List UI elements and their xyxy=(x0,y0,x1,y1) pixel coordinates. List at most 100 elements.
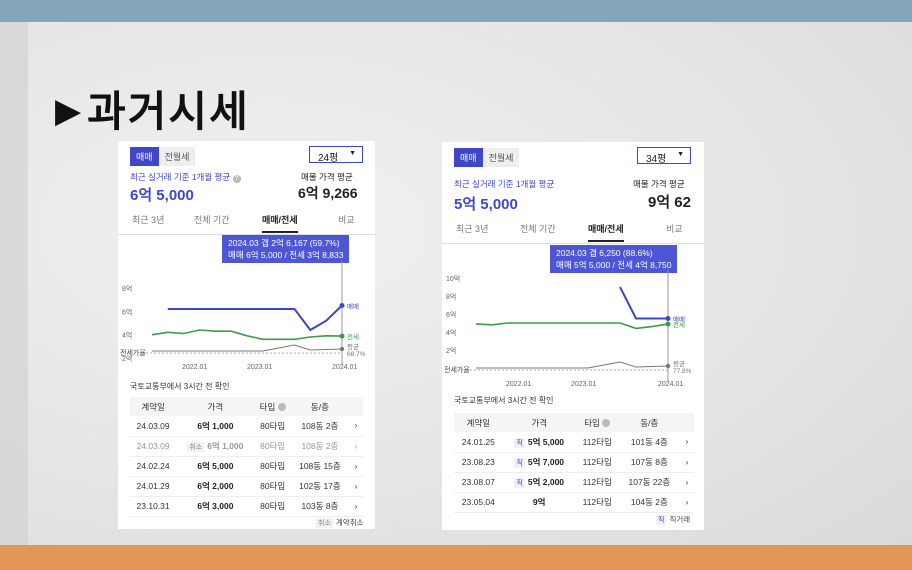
table-row[interactable]: 24.02.24 6억 5,000 80타입 108동 15층 › xyxy=(130,456,363,477)
recent-avg-label: 최근 실거래 기준 1개월 평균 ? xyxy=(130,171,241,183)
table-row[interactable]: 23.10.31 6억 3,000 80타입 103동 8층 › xyxy=(130,496,363,517)
ratio-end-point xyxy=(339,346,345,352)
col-type: 타입 xyxy=(575,413,619,432)
tab-all-period[interactable]: 전체 기간 xyxy=(520,224,556,234)
table-row[interactable]: 23.08.07 직 5억 2,000 112타입 107동 22층 › xyxy=(454,472,694,493)
chevron-right-icon[interactable]: › xyxy=(680,432,694,453)
cancel-badge: 취소 xyxy=(316,518,333,528)
x-tick-label: 2023.01 xyxy=(571,381,596,388)
table-row[interactable]: 23.05.04 9억 112타입 104동 2층 › xyxy=(454,492,694,513)
tab-recent-3y[interactable]: 최근 3년 xyxy=(132,215,165,225)
transaction-table: 계약일 가격 타입 동/층 24.03.09 6억 1,000 80타입 108… xyxy=(130,397,363,517)
bottom-accent-bar xyxy=(0,545,912,570)
period-tabs: 최근 3년 전체 기간 매매/전세 비교 xyxy=(442,222,704,244)
area-dropdown-value: 24평 xyxy=(318,153,339,164)
series-line-sale xyxy=(167,304,343,332)
transaction-table: 계약일 가격 타입 동/층 24.01.25 직 5억 5,000 112타입 1… xyxy=(454,413,694,513)
chevron-right-icon[interactable]: › xyxy=(349,456,363,477)
table-row[interactable]: 24.01.29 6억 2,000 80타입 102동 17층 › xyxy=(130,476,363,497)
tab-rent[interactable]: 전월세 xyxy=(482,148,520,167)
deal-type-toggle: 매매 전월세 xyxy=(130,147,196,166)
ratio-line xyxy=(476,361,669,369)
chevron-down-icon: ▼ xyxy=(677,151,684,158)
chevron-right-icon[interactable]: › xyxy=(680,452,694,473)
area-dropdown[interactable]: 34평 ▼ xyxy=(637,147,691,165)
ratio-value: 77.8% xyxy=(673,368,692,375)
recent-avg-label: 최근 실거래 기준 1개월 평균 xyxy=(454,179,555,189)
tab-all-period[interactable]: 전체 기간 xyxy=(194,215,230,225)
direct-deal-badge: 직 xyxy=(514,478,525,488)
series-line-jeonse xyxy=(475,322,669,330)
play-triangle-icon: ▶ xyxy=(55,91,84,131)
table-row[interactable]: 24.01.25 직 5억 5,000 112타입 101동 4층 › xyxy=(454,432,694,453)
tooltip-gap: 2024.03 갭 6,250 (88.6%) xyxy=(556,248,653,258)
tab-compare[interactable]: 비교 xyxy=(666,224,683,234)
area-dropdown[interactable]: 24평 ▼ xyxy=(309,146,363,164)
x-tick-label: 2024.01 xyxy=(658,381,683,388)
tab-sale-jeonse[interactable]: 매매/전세 xyxy=(588,222,624,242)
series-line-sale xyxy=(619,286,668,320)
chevron-down-icon: ▼ xyxy=(349,150,356,157)
x-tick-label: 2024.01 xyxy=(332,364,357,371)
y-tick-label: 4억 xyxy=(122,332,132,340)
chevron-right-icon[interactable]: › xyxy=(349,416,363,437)
ratio-axis-label: 전세가율 xyxy=(444,365,470,374)
table-row[interactable]: 24.03.09 취소 6억 1,000 80타입 108동 2층 › xyxy=(130,436,363,457)
recent-avg-value: 6억 5,000 xyxy=(130,187,194,204)
legend-note: 직 직거래 xyxy=(656,515,691,525)
chevron-right-icon[interactable]: › xyxy=(349,476,363,497)
recent-avg-value: 5억 5,000 xyxy=(454,196,518,213)
listing-avg-value: 6억 9,266 xyxy=(298,185,358,201)
chevron-right-icon[interactable]: › xyxy=(680,492,694,513)
tab-sale[interactable]: 매매 xyxy=(130,147,159,166)
col-date: 계약일 xyxy=(454,413,503,432)
tab-sale-jeonse[interactable]: 매매/전세 xyxy=(262,213,298,233)
slide-title-text: 과거시세 xyxy=(87,87,250,136)
y-tick-label: 10억 xyxy=(446,275,460,283)
period-tabs: 최근 3년 전체 기간 매매/전세 비교 xyxy=(118,213,375,235)
ratio-label: 평균 xyxy=(673,359,685,368)
ratio-label: 평균 xyxy=(347,342,359,351)
tooltip-gap: 2024.03 갭 2억 6,167 (59.7%) xyxy=(228,238,340,248)
direct-deal-badge: 직 xyxy=(656,515,667,525)
table-row[interactable]: 23.08.23 직 5억 7,000 112타입 107동 8층 › xyxy=(454,452,694,473)
listing-avg-value: 9억 62 xyxy=(648,194,691,211)
x-tick-label: 2023.01 xyxy=(247,364,272,371)
source-note: 국토교통부에서 3시간 전 확인 xyxy=(454,396,554,405)
series-line-jeonse xyxy=(151,329,343,341)
chevron-right-icon[interactable]: › xyxy=(349,496,363,517)
chart-tooltip: 2024.03 갭 2억 6,167 (59.7%) 매매 6억 5,000 /… xyxy=(222,235,350,263)
y-tick-label: 8억 xyxy=(122,285,132,293)
direct-deal-badge: 직 xyxy=(514,458,525,468)
series-end-label: 전세 xyxy=(347,332,359,341)
tab-compare[interactable]: 비교 xyxy=(338,215,355,225)
col-type: 타입 xyxy=(254,397,291,416)
info-icon xyxy=(277,402,286,411)
ratio-axis-label: 전세가율 xyxy=(120,348,146,357)
y-tick-label: 2억 xyxy=(446,347,456,355)
info-icon xyxy=(602,418,611,427)
ratio-value: 68.7% xyxy=(347,351,366,358)
series-end-label: 매매 xyxy=(673,316,685,324)
series-end-point xyxy=(339,303,345,308)
series-end-point xyxy=(339,333,345,339)
tab-sale[interactable]: 매매 xyxy=(454,148,483,167)
tab-recent-3y[interactable]: 최근 3년 xyxy=(456,224,489,234)
slide-title: ▶과거시세 xyxy=(55,86,250,137)
y-tick-label: 2억 xyxy=(122,355,132,363)
series-end-label: 전세 xyxy=(673,320,685,329)
y-tick-label: 6억 xyxy=(122,308,132,316)
chevron-right-icon[interactable]: › xyxy=(680,472,694,493)
ratio-end-point xyxy=(665,363,671,369)
left-decor-strip xyxy=(0,22,28,545)
chevron-right-icon[interactable]: › xyxy=(349,436,363,457)
listing-avg-label: 매물 가격 평균 xyxy=(633,179,685,189)
tab-rent[interactable]: 전월세 xyxy=(158,147,196,166)
top-accent-bar xyxy=(0,0,912,22)
cancel-badge: 취소 xyxy=(187,442,205,452)
table-row[interactable]: 24.03.09 6억 1,000 80타입 108동 2층 › xyxy=(130,416,363,437)
tooltip-prices: 매매 6억 5,000 / 전세 3억 8,833 xyxy=(228,250,344,260)
info-icon[interactable]: ? xyxy=(232,175,241,183)
